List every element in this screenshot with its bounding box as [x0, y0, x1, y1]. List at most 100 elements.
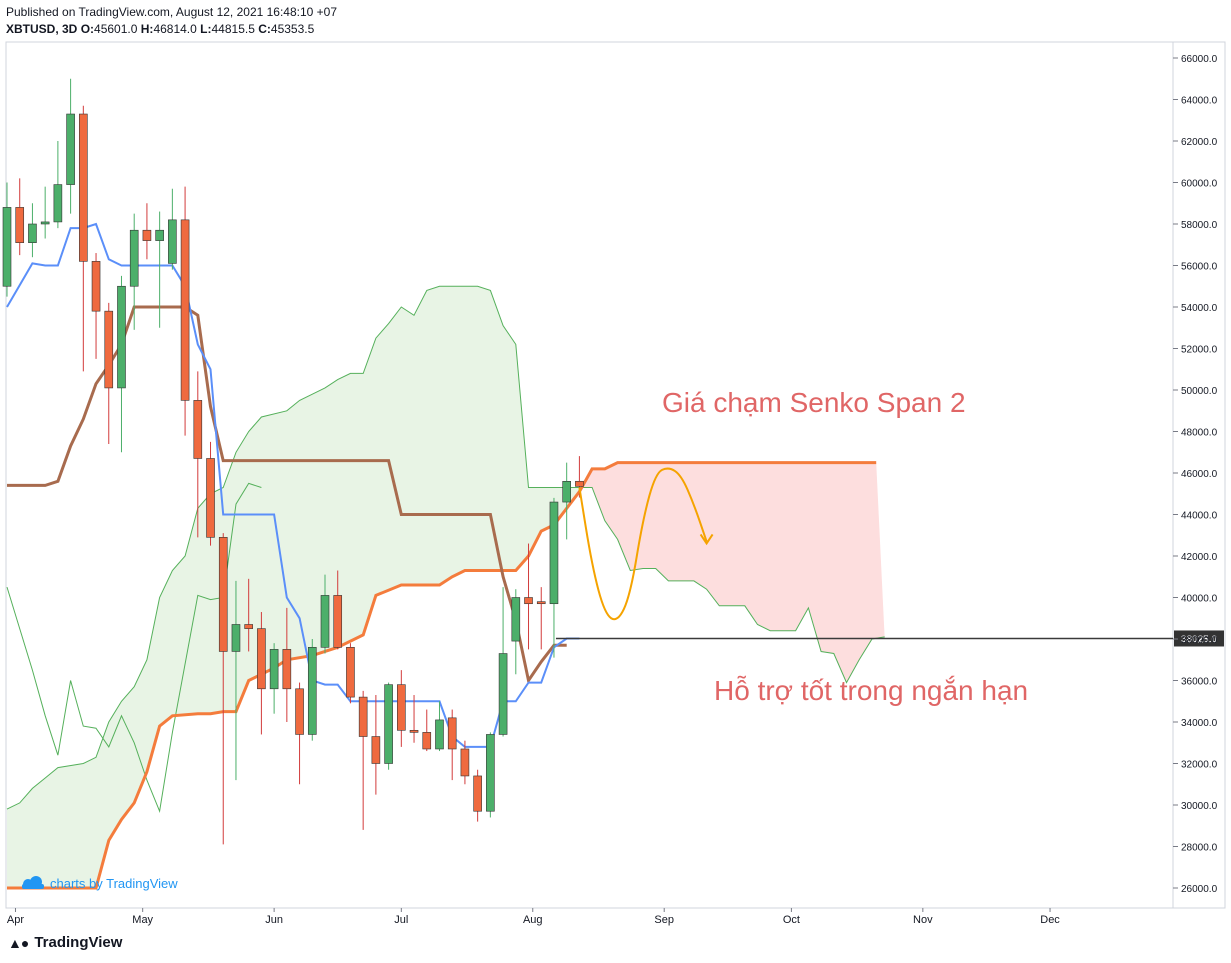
ichimoku-cloud — [7, 286, 580, 888]
candle-body — [269, 649, 279, 690]
projection-arrow-head — [699, 533, 714, 546]
candle-body — [549, 501, 559, 605]
annotation-support: Hỗ trợ tốt trong ngắn hạn — [714, 675, 1028, 706]
time-tick-label: Dec — [1040, 914, 1060, 926]
price-tick-label: 36000.0 — [1181, 677, 1218, 688]
price-tick-label: 52000.0 — [1181, 345, 1218, 356]
senkou-span-a-line — [7, 461, 877, 890]
tradingview-cloud-icon — [22, 876, 44, 889]
candle-body — [486, 734, 495, 812]
time-tick-label: Jun — [265, 914, 283, 926]
candle-body — [473, 775, 482, 812]
price-tick-label: 50000.0 — [1181, 386, 1218, 397]
price-tick-label: 38000.0 — [1181, 635, 1218, 646]
price-tick-label: 56000.0 — [1181, 262, 1218, 273]
support-price-label: 38025.0 — [1181, 634, 1218, 645]
high-value: 46814.0 — [153, 22, 197, 36]
senkou-span-b-line — [6, 285, 885, 810]
candle-body — [117, 285, 126, 389]
candle-body — [180, 219, 190, 401]
close-label: C: — [258, 22, 271, 36]
candle-body — [66, 113, 75, 185]
time-tick-label: Sep — [654, 914, 674, 926]
watermark: charts by TradingView — [22, 876, 178, 891]
symbol-name: XBTUSD, 3D — [6, 22, 78, 36]
candle-body — [104, 310, 114, 389]
projection-zone-fill — [579, 462, 885, 683]
candle-body — [206, 458, 215, 538]
candle-body — [447, 717, 457, 750]
price-tick-label: 62000.0 — [1181, 137, 1218, 148]
candle-body — [40, 221, 50, 225]
candle-body — [498, 653, 508, 735]
price-tick-label: 60000.0 — [1181, 179, 1218, 190]
time-tick-label: Jul — [394, 914, 408, 926]
candle-body — [536, 601, 546, 605]
price-tick-label: 28000.0 — [1181, 843, 1218, 854]
price-tick-label: 54000.0 — [1181, 303, 1218, 314]
candle-body — [460, 748, 470, 777]
candle-body — [409, 729, 419, 733]
price-tick-label: 34000.0 — [1181, 718, 1218, 729]
candle-body — [562, 480, 571, 503]
candle-body — [15, 207, 25, 243]
candle-body — [371, 736, 381, 764]
projection-path — [578, 467, 714, 621]
price-tick-label: 58000.0 — [1181, 220, 1218, 231]
candle-body — [282, 649, 292, 690]
close-value: 45353.5 — [270, 22, 315, 36]
projection-curve — [578, 467, 708, 621]
time-tick-label: May — [132, 914, 153, 926]
support-price-tag — [1174, 630, 1224, 647]
candle-body — [53, 184, 63, 223]
candle-body — [257, 628, 266, 690]
price-tick-label: 30000.0 — [1181, 801, 1218, 812]
price-tick-label: 44000.0 — [1181, 511, 1218, 522]
candle-body — [218, 537, 228, 652]
price-tick-label: 32000.0 — [1181, 760, 1218, 771]
candle-body — [307, 646, 317, 735]
candle-body — [168, 219, 177, 264]
candle-body — [91, 261, 101, 312]
candle-body — [384, 684, 393, 764]
price-axis: 26000.0 28000.0 30000.0 32000.0 34000.0 36000… — [1173, 54, 1218, 895]
candle-body — [524, 597, 533, 605]
plot-frame — [5, 41, 1226, 909]
price-tick-label: 46000.0 — [1181, 469, 1218, 480]
tradingview-logo-icon: ▲● — [8, 934, 29, 951]
open-label: O: — [80, 22, 95, 36]
candle-body — [575, 480, 584, 487]
low-label: L: — [200, 22, 212, 36]
projection-zone — [579, 462, 885, 683]
price-tick-label: 26000.0 — [1181, 884, 1218, 895]
candle-body — [511, 597, 521, 642]
cloud-fill — [7, 286, 580, 888]
support-line: 38025.0 — [555, 630, 1224, 647]
candle-body — [231, 624, 241, 652]
time-tick-label: Aug — [523, 914, 543, 926]
candle-body — [244, 624, 253, 629]
published-caption: Published on TradingView.com, August 12,… — [6, 5, 338, 19]
candle-body — [358, 696, 368, 737]
candles — [2, 78, 584, 845]
symbol-ohlc-line: XBTUSD, 3D O:45601.0 H:46814.0 L:44815.5… — [6, 22, 314, 36]
time-tick-label: Oct — [783, 914, 800, 926]
candle-body — [193, 400, 203, 459]
candle-body — [28, 223, 37, 243]
candle-body — [320, 595, 330, 648]
price-tick-label: 66000.0 — [1181, 54, 1218, 65]
price-tick-label: 48000.0 — [1181, 428, 1218, 439]
candle-body — [142, 229, 152, 241]
high-label: H: — [140, 22, 154, 36]
candle-body — [155, 229, 164, 241]
candle-body — [79, 113, 88, 262]
watermark-text: charts by TradingView — [50, 876, 178, 891]
candle-body — [435, 719, 444, 750]
annotation-senko-span-2: Giá chạm Senko Span 2 — [662, 387, 966, 418]
candle-body — [129, 229, 139, 287]
time-axis: Apr May Jun Jul Aug Sep Oct Nov Dec — [7, 908, 1060, 926]
price-tick-label: 64000.0 — [1181, 96, 1218, 107]
time-tick-label: Nov — [913, 914, 933, 926]
footer-brand[interactable]: ▲● TradingView — [8, 934, 122, 951]
